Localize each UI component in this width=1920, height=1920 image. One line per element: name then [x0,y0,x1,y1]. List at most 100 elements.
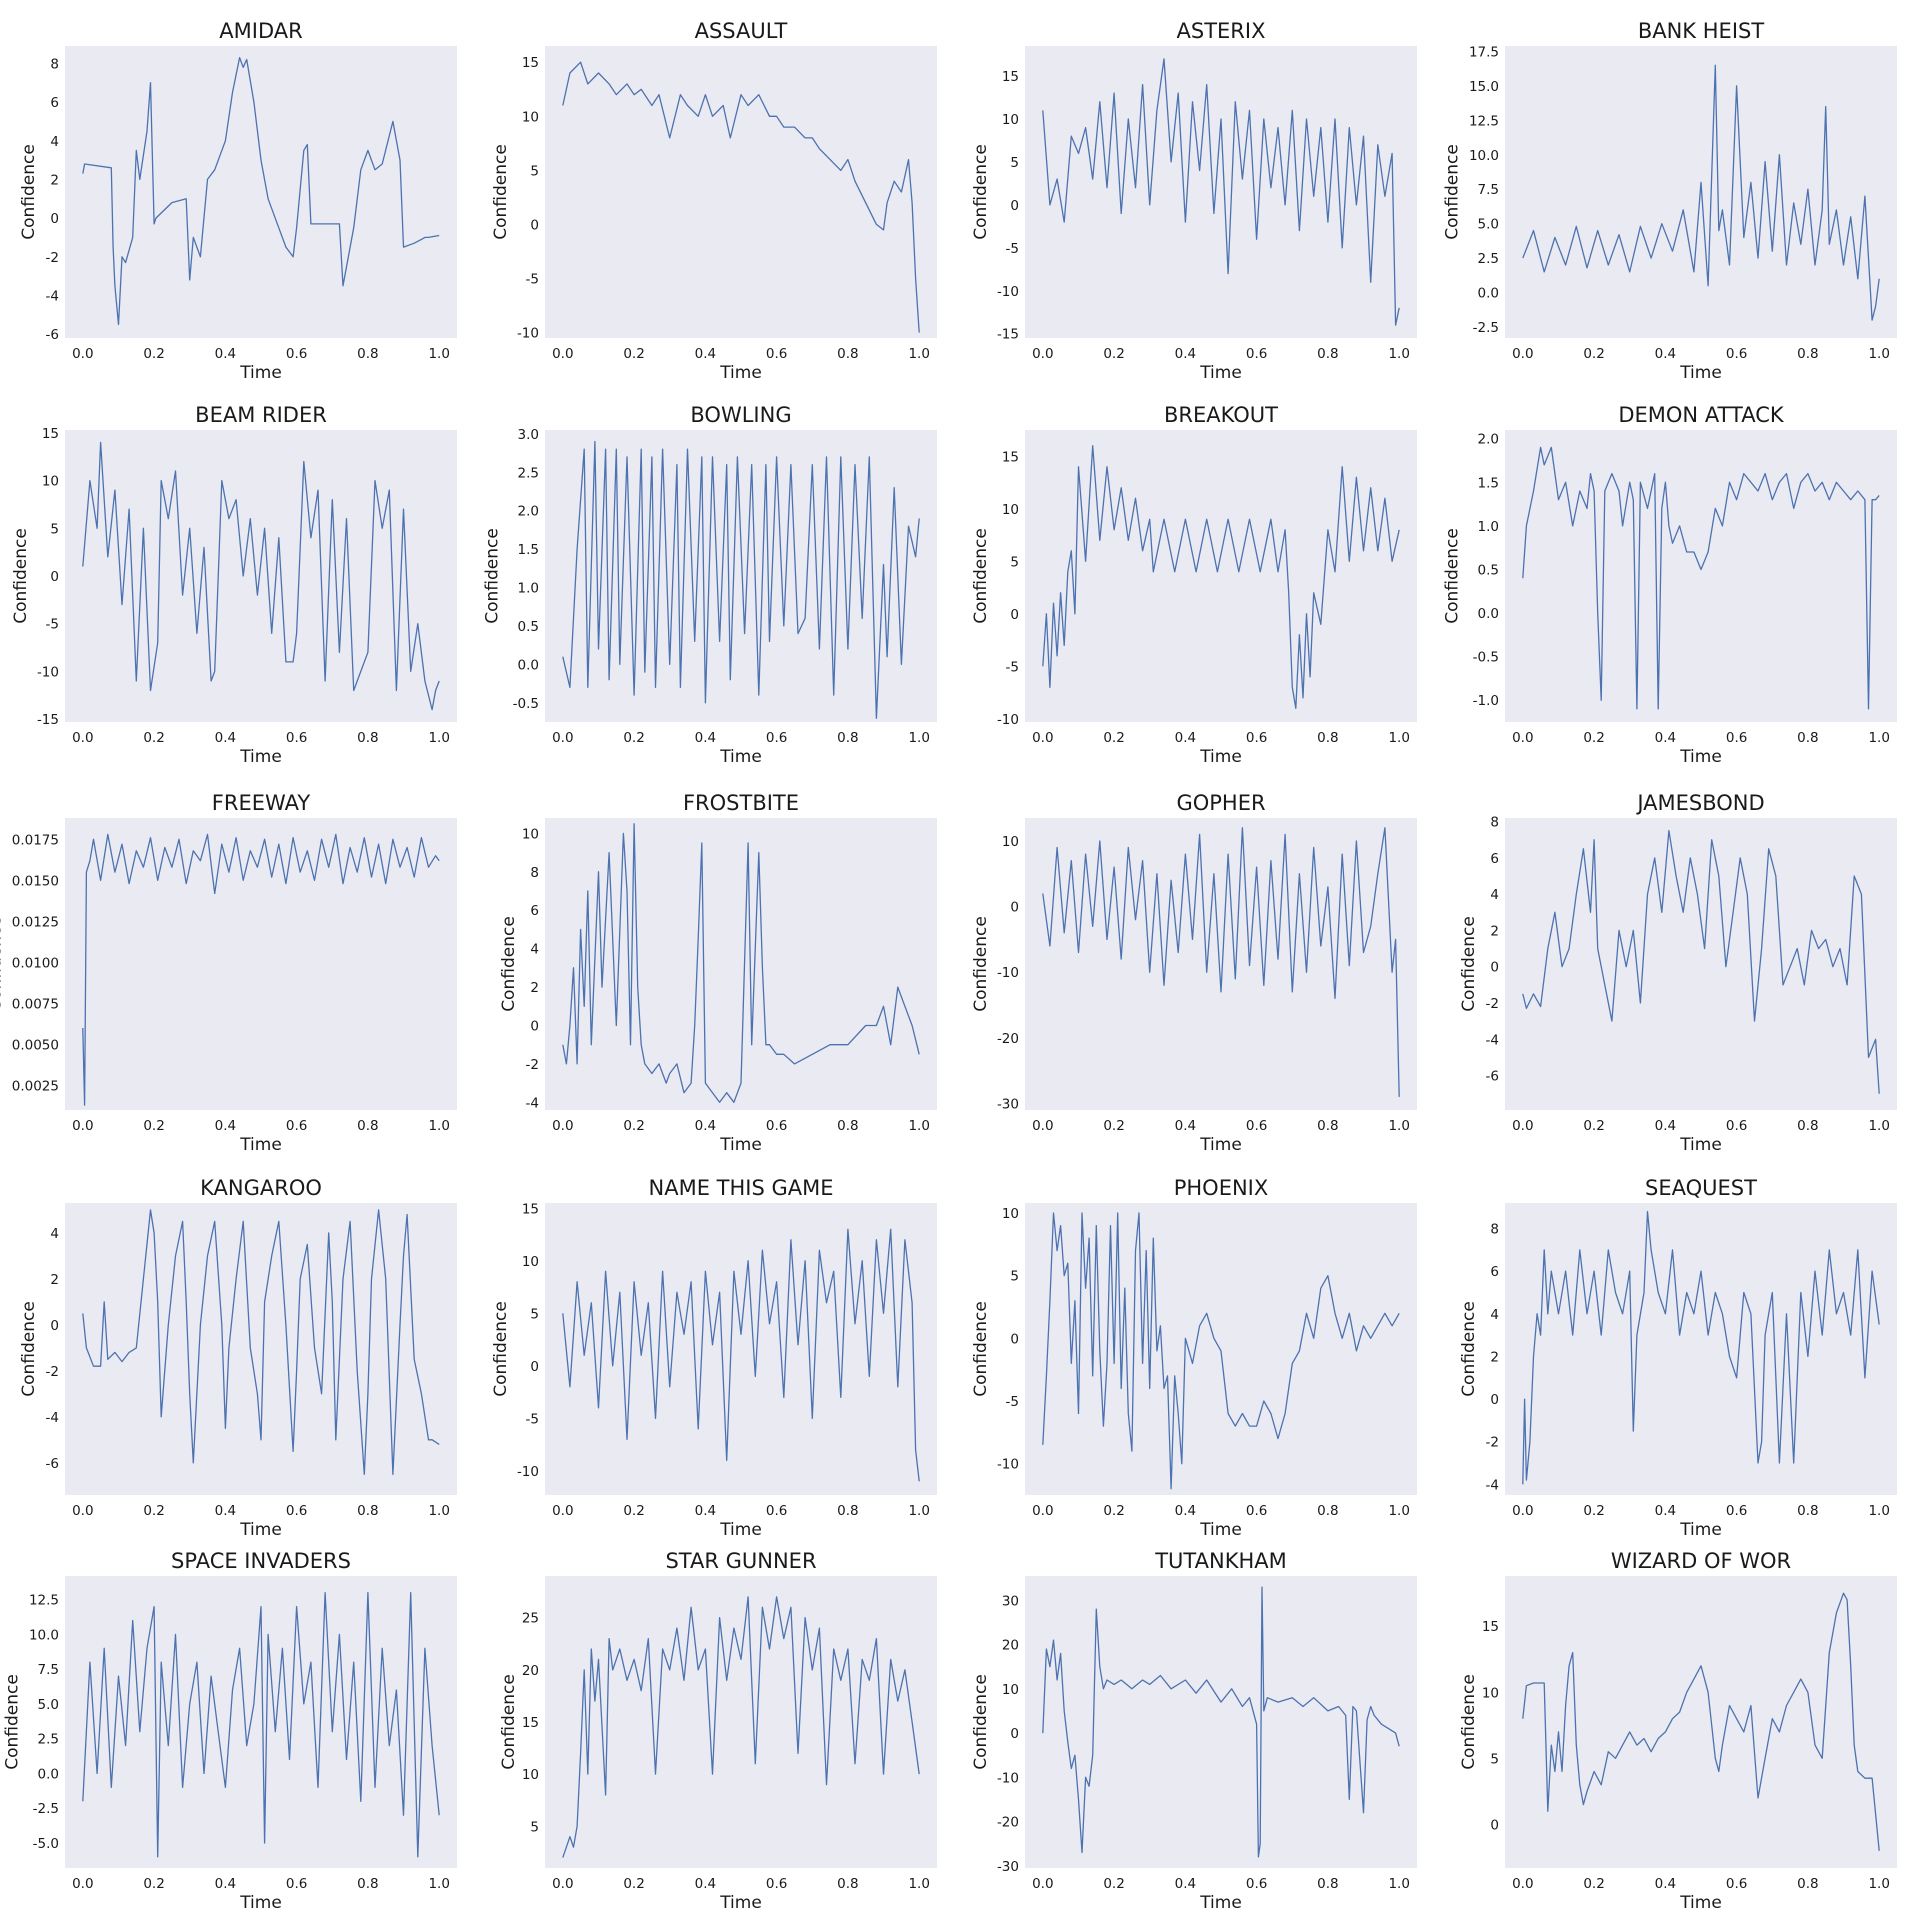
y-tick-label: 17.5 [1469,45,1499,61]
y-tick-label: 4 [1490,1307,1499,1323]
y-tick-label: -4 [46,288,59,304]
x-tick-label: 0.0 [552,1118,573,1134]
x-axis-label: Time [239,363,282,383]
panel-title: STAR GUNNER [665,1549,816,1573]
x-tick-label: 0.0 [72,1876,93,1892]
series-line [1042,1586,1400,1858]
x-axis-label: Time [719,363,762,383]
x-tick-label: 0.0 [1032,730,1053,746]
panel-frostbite: FROSTBITE 0.0 0.2 0.4 0.6 0.8 1.0 -4 -2 0 2 4 6 8 10 Ti… [499,791,937,1155]
y-tick-label: -2 [1486,996,1499,1012]
panel-demon-attack: DEMON ATTACK 0.0 0.2 0.4 0.6 0.8 1.0 -1.0 -0.5 0.… [1442,403,1897,767]
panel-title: BEAM RIDER [195,403,327,427]
panel-wizard-of-wor: WIZARD OF WOR 0.0 0.2 0.4 0.6 0.8 1.0 0 5 10 15 Tim… [1459,1549,1897,1913]
y-tick-label: 5 [1010,554,1019,570]
series-line [562,61,920,333]
y-tick-label: -15 [37,712,59,728]
x-axis-label: Time [1679,1135,1722,1155]
y-tick-label: 10 [1002,112,1019,128]
y-tick-label: 5.0 [1478,217,1499,233]
x-tick-label: 0.4 [1655,346,1676,362]
y-tick-label: 5 [50,521,59,537]
x-tick-label: 0.6 [766,346,787,362]
x-axis-label: Time [719,1520,762,1540]
y-tick-label: 2.5 [38,1732,59,1748]
y-tick-label: 10 [1002,834,1019,850]
x-tick-label: 0.8 [357,730,378,746]
y-tick-label: 15 [42,426,59,442]
y-tick-label: -10 [997,712,1019,728]
x-tick-label: 1.0 [908,730,929,746]
x-tick-label: 0.6 [1726,1118,1747,1134]
y-tick-label: 10 [1002,1206,1019,1222]
plot-area [1505,818,1897,1110]
y-tick-label: 0 [530,1359,539,1375]
x-tick-label: 0.8 [1797,1503,1818,1519]
x-tick-label: 0.8 [1317,1503,1338,1519]
y-tick-label: 5 [530,163,539,179]
panel-gopher: GOPHER 0.0 0.2 0.4 0.6 0.8 1.0 -30 -20 -10 0 10 Time… [971,791,1417,1155]
x-tick-label: 0.2 [143,1876,164,1892]
x-tick-label: 0.6 [286,1876,307,1892]
x-tick-label: 1.0 [1868,346,1889,362]
y-axis-label: Confidence [1459,916,1479,1012]
y-tick-label: 0 [50,569,59,585]
x-tick-label: 0.6 [286,1118,307,1134]
plot-area [65,1203,457,1495]
y-tick-label: -10 [997,1457,1019,1473]
y-tick-label: -5 [526,1411,539,1427]
y-axis-label: Confidence [2,1674,22,1770]
y-tick-label: 0 [50,1318,59,1334]
y-tick-label: 10 [1002,502,1019,518]
y-tick-label: -5 [1006,1394,1019,1410]
x-tick-label: 0.0 [1512,1503,1533,1519]
x-tick-label: 0.0 [1512,1118,1533,1134]
y-tick-label: -4 [46,1410,59,1426]
y-tick-label: 5 [1010,1269,1019,1285]
plot-area [65,430,457,722]
x-tick-label: 0.2 [143,1503,164,1519]
y-axis-label: Confidence [19,1301,39,1397]
series-line [562,440,920,719]
x-tick-label: 0.8 [357,1876,378,1892]
x-tick-label: 0.8 [357,346,378,362]
y-tick-label: 12.5 [29,1593,59,1609]
y-tick-label: 0.0100 [12,955,59,971]
x-tick-label: 1.0 [428,1118,449,1134]
y-tick-label: 2 [1490,1349,1499,1365]
x-tick-label: 0.0 [552,1503,573,1519]
series-line [82,441,440,711]
x-tick-label: 0.6 [1726,1876,1747,1892]
x-axis-label: Time [1679,363,1722,383]
x-tick-label: 1.0 [1388,1503,1409,1519]
x-tick-label: 0.2 [143,1118,164,1134]
y-tick-label: 5 [1010,155,1019,171]
x-tick-label: 1.0 [1388,1118,1409,1134]
panel-star-gunner: STAR GUNNER 0.0 0.2 0.4 0.6 0.8 1.0 5 10 15 20 25 Ti… [499,1549,937,1913]
y-tick-label: 6 [50,95,59,111]
panel-jamesbond: JAMESBOND 0.0 0.2 0.4 0.6 0.8 1.0 -6 -4 -2 0 2 4 6 8 Ti… [1459,791,1897,1155]
panel-title: BANK HEIST [1638,19,1765,43]
x-tick-label: 1.0 [1868,1118,1889,1134]
x-tick-label: 1.0 [908,346,929,362]
y-tick-label: 0 [1010,1726,1019,1742]
panel-tutankham: TUTANKHAM 0.0 0.2 0.4 0.6 0.8 1.0 -30 -20 -10 0 10 2… [971,1549,1417,1913]
y-tick-label: 7.5 [38,1662,59,1678]
series-line [562,1596,920,1858]
x-tick-label: 0.0 [552,730,573,746]
y-tick-label: 0 [50,211,59,227]
y-tick-label: -2.5 [33,1801,59,1817]
y-tick-label: 1.5 [1478,475,1499,491]
y-tick-label: -1.0 [1473,693,1499,709]
y-tick-label: 10 [1002,1682,1019,1698]
x-tick-label: 1.0 [1388,346,1409,362]
y-axis-label: Confidence [971,916,991,1012]
x-tick-label: 0.4 [215,1503,236,1519]
panel-title: ASSAULT [695,19,788,43]
y-tick-label: 10 [42,474,59,490]
y-tick-label: 5.0 [38,1697,59,1713]
y-tick-label: 0 [530,1018,539,1034]
y-tick-label: 15 [522,1201,539,1217]
y-tick-label: 12.5 [1469,113,1499,129]
